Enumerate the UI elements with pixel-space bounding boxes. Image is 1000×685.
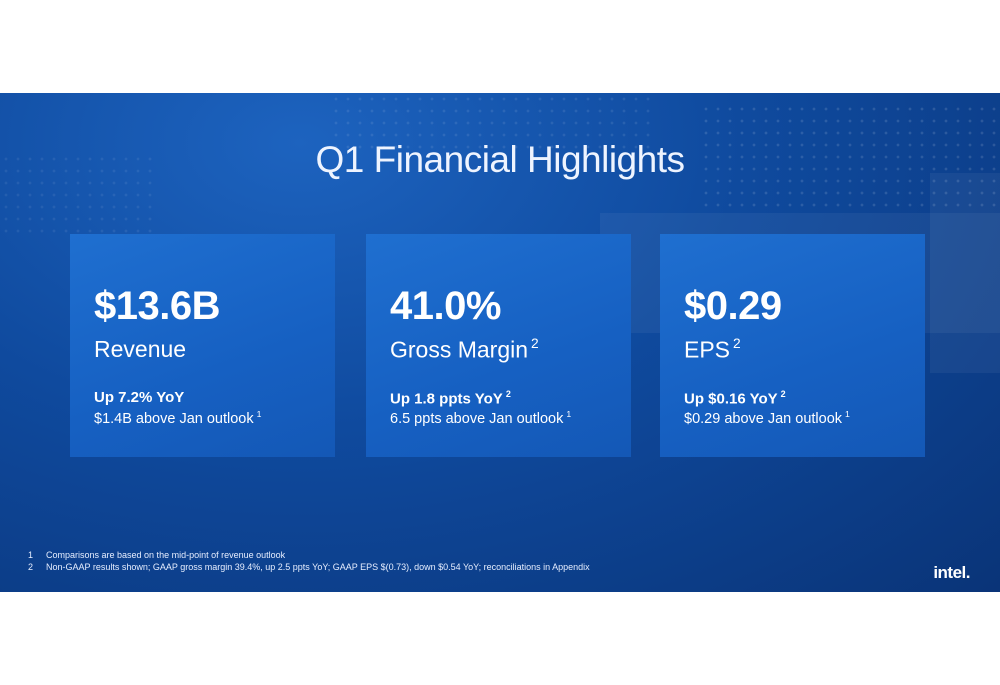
footnote-ref: 2	[505, 389, 511, 399]
decoration	[700, 103, 1000, 213]
footnote-marker: 2	[28, 562, 34, 572]
change-text: Up 7.2% YoY	[94, 389, 185, 406]
metric-label: EPS 2	[684, 336, 741, 364]
slide: Q1 Financial Highlights $13.6B Revenue U…	[0, 93, 1000, 592]
label-text: Revenue	[94, 336, 187, 362]
decoration	[330, 93, 650, 153]
metric-change: Up 7.2% YoY	[94, 389, 184, 406]
footnote-ref: 1	[566, 409, 572, 419]
metric-card: 41.0% Gross Margin 2 Up 1.8 ppts YoY 2 6.5…	[366, 234, 631, 457]
footnote: 1 Comparisons are based on the mid-point …	[28, 550, 285, 560]
metric-change: Up 1.8 ppts YoY 2	[390, 389, 511, 407]
label-text: Gross Margin	[390, 336, 529, 363]
decoration	[930, 173, 1000, 373]
outlook-text: 6.5 ppts above Jan outlook	[390, 411, 564, 428]
outlook-text: $0.29 above Jan outlook	[684, 411, 843, 428]
decoration	[0, 153, 160, 233]
metric-change: Up $0.16 YoY 2	[684, 389, 786, 407]
label-text: EPS	[684, 336, 731, 363]
footnote-text: Comparisons are based on the mid-point o…	[46, 550, 286, 560]
metric-card: $13.6B Revenue Up 7.2% YoY $1.4B above J…	[70, 234, 335, 457]
metric-outlook: $0.29 above Jan outlook 1	[684, 409, 850, 427]
outlook-text: $1.4B above Jan outlook	[94, 411, 254, 428]
logo: intel.	[933, 563, 970, 582]
footnote-ref: 2	[531, 336, 539, 351]
metric-card: $0.29 EPS 2 Up $0.16 YoY 2 $0.29 above Jan…	[660, 234, 925, 457]
footnote-marker: 1	[28, 550, 34, 560]
metric-label: Revenue	[94, 336, 186, 363]
metric-value: $13.6B	[94, 284, 220, 328]
metric-value: 41.0%	[390, 284, 501, 328]
change-text: Up $0.16 YoY	[684, 390, 778, 408]
metric-outlook: 6.5 ppts above Jan outlook 1	[390, 409, 571, 427]
change-text: Up 1.8 ppts YoY	[390, 390, 503, 408]
slide-title: Q1 Financial Highlights	[315, 139, 685, 180]
footnote-ref: 1	[256, 409, 262, 419]
footnote-ref: 1	[845, 409, 850, 419]
footnote-text: Non-GAAP results shown; GAAP gross margi…	[46, 562, 590, 572]
metric-value: $0.29	[684, 284, 782, 328]
footnote-ref: 2	[780, 389, 786, 399]
metric-outlook: $1.4B above Jan outlook 1	[94, 409, 261, 427]
footnote-ref: 2	[733, 336, 741, 351]
metric-label: Gross Margin 2	[390, 336, 539, 364]
footnote: 2 Non-GAAP results shown; GAAP gross marg…	[28, 562, 590, 572]
